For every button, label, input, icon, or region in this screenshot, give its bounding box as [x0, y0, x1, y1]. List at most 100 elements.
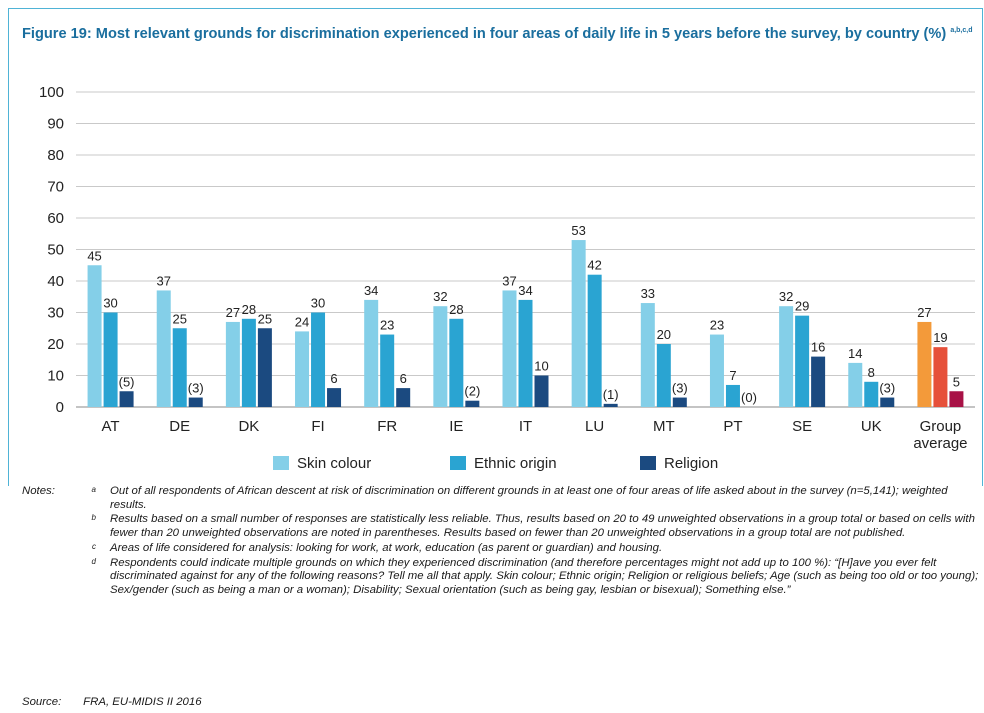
y-tick-label: 0 [56, 399, 64, 416]
source-line: Source: FRA, EU-MIDIS II 2016 [22, 696, 202, 708]
y-tick-label: 80 [47, 147, 64, 164]
bar [709, 334, 724, 407]
x-tick-label: FR [377, 418, 397, 435]
data-label: 37 [502, 273, 516, 288]
data-label: 27 [917, 305, 931, 320]
y-axis: 0 10 20 30 40 50 60 70 80 90 100 [39, 84, 64, 416]
note-marker: c [92, 541, 96, 551]
data-label: 33 [641, 286, 655, 301]
bar [380, 334, 395, 407]
bar [811, 356, 826, 407]
notes: Notes: a Out of all respondents of Afric… [22, 485, 980, 599]
notes-label: Notes: [22, 485, 55, 497]
bar [449, 318, 464, 407]
data-label: (3) [188, 381, 204, 396]
data-label: 23 [710, 318, 724, 333]
note-text: Areas of life considered for analysis: l… [110, 541, 663, 554]
data-label: 27 [226, 305, 240, 320]
data-label: 14 [848, 346, 862, 361]
data-label: 19 [933, 330, 947, 345]
y-tick-label: 10 [47, 368, 64, 385]
bar [502, 290, 517, 407]
note-text: Results based on a small number of respo… [110, 513, 975, 540]
y-tick-label: 100 [39, 84, 64, 101]
bar [156, 290, 171, 407]
note-marker: b [91, 513, 96, 523]
bar [225, 321, 240, 407]
data-label: 10 [534, 359, 548, 374]
figure-title-text: Figure 19: Most relevant grounds for dis… [22, 25, 947, 42]
data-label: 30 [311, 296, 325, 311]
bar [172, 328, 187, 407]
data-label: 24 [295, 314, 309, 329]
y-tick-label: 60 [47, 210, 64, 227]
data-label: 6 [400, 371, 407, 386]
bar [571, 240, 586, 407]
data-label: 34 [518, 283, 532, 298]
data-label: (3) [879, 381, 895, 396]
y-tick-label: 90 [47, 116, 64, 133]
note-text: Respondents could indicate multiple grou… [110, 556, 979, 596]
x-tick-label: IT [519, 418, 532, 435]
x-tick-label: average [913, 435, 967, 452]
data-label: 42 [587, 258, 601, 273]
data-label: 8 [868, 365, 875, 380]
x-tick-label: Group [920, 418, 962, 435]
bar [257, 328, 272, 407]
bar [188, 397, 203, 407]
bar [327, 388, 342, 407]
data-label: 28 [449, 302, 463, 317]
x-tick-label: FI [311, 418, 324, 435]
legend-swatch [640, 456, 656, 470]
x-tick-label: SE [792, 418, 812, 435]
source-text: FRA, EU-MIDIS II 2016 [83, 696, 202, 708]
data-label: 53 [571, 223, 585, 238]
y-tick-label: 70 [47, 179, 64, 196]
data-label: 29 [795, 299, 809, 314]
bar [725, 384, 740, 407]
bar [848, 362, 863, 407]
bar [433, 306, 448, 407]
bar [119, 391, 134, 407]
x-tick-label: DK [238, 418, 259, 435]
bars [87, 240, 964, 407]
y-tick-label: 30 [47, 305, 64, 322]
note-row: Notes: a Out of all respondents of Afric… [22, 485, 980, 512]
data-label: 37 [156, 273, 170, 288]
data-label: (2) [464, 384, 480, 399]
data-label: 7 [729, 368, 736, 383]
note-row: d Respondents could indicate multiple gr… [22, 557, 980, 598]
bar [311, 312, 326, 407]
x-tick-label: IE [449, 418, 463, 435]
legend: Skin colour Ethnic origin Religion [273, 455, 718, 472]
bar [103, 312, 118, 407]
y-tick-label: 40 [47, 273, 64, 290]
x-tick-label: DE [169, 418, 190, 435]
figure-title: Figure 19: Most relevant grounds for dis… [22, 22, 980, 43]
bar [396, 388, 411, 407]
data-label: 25 [258, 311, 272, 326]
data-label: 34 [364, 283, 378, 298]
x-tick-label: UK [861, 418, 882, 435]
y-tick-label: 50 [47, 242, 64, 259]
bar [465, 400, 480, 407]
data-label: (3) [672, 381, 688, 396]
data-label: 32 [433, 289, 447, 304]
data-label: 30 [103, 296, 117, 311]
bar [656, 344, 671, 407]
data-label: 45 [87, 248, 101, 263]
x-tick-label: PT [723, 418, 742, 435]
legend-label: Skin colour [297, 455, 371, 472]
bar [364, 299, 379, 407]
bar [640, 303, 655, 407]
bar [880, 397, 895, 407]
bar [917, 321, 932, 407]
bar [241, 318, 256, 407]
bar [779, 306, 794, 407]
bar [87, 265, 102, 407]
data-label: 16 [811, 340, 825, 355]
data-label: 5 [953, 374, 960, 389]
